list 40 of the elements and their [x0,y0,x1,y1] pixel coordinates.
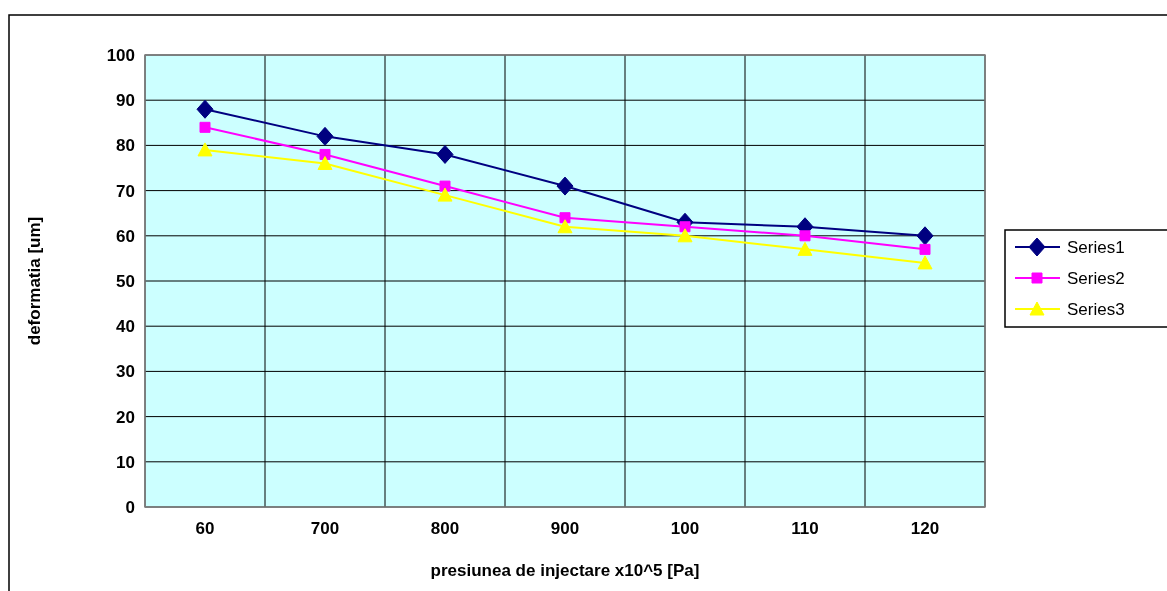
x-tick-label: 700 [310,519,340,538]
y-tick-label: 20 [116,407,135,427]
point [196,99,214,119]
y-tick-label: 90 [116,91,135,111]
x-tick-label: 900 [550,519,580,538]
y-tick-label: 60 [116,226,135,246]
point [556,176,574,196]
y-tick-label: 50 [116,271,135,291]
y-tick-label: 30 [116,362,135,382]
legend-label: Series2 [1067,268,1125,288]
y-tick-label: 0 [125,497,135,517]
legend-label: Series1 [1067,237,1125,257]
x-tick-label: 110 [791,519,819,538]
point [199,121,211,133]
x-tick-label: 100 [670,519,700,538]
point [677,228,693,243]
point [919,243,931,255]
point [799,230,811,242]
point [317,155,333,170]
x-tick-label: 60 [195,519,215,538]
y-tick-label: 70 [116,181,135,201]
y-tick-label: 10 [116,452,135,472]
legend-label: Series3 [1067,299,1125,319]
point [316,126,334,146]
point [439,180,451,192]
point [557,219,573,234]
y-axis-title: deformatia [um] [25,216,44,346]
point [319,148,331,160]
y-tick-label: 80 [116,136,135,156]
point [917,255,933,270]
point [437,187,453,202]
point [916,226,934,246]
x-axis-title: presiunea de injectare x10^5 [Pa] [430,561,700,580]
y-tick-label: 40 [116,317,135,337]
x-tick-label: 800 [430,519,460,538]
y-tick-label: 100 [106,45,135,65]
x-tick-label: 120 [910,519,940,538]
point [436,144,454,164]
point [797,241,813,256]
point [197,142,213,157]
